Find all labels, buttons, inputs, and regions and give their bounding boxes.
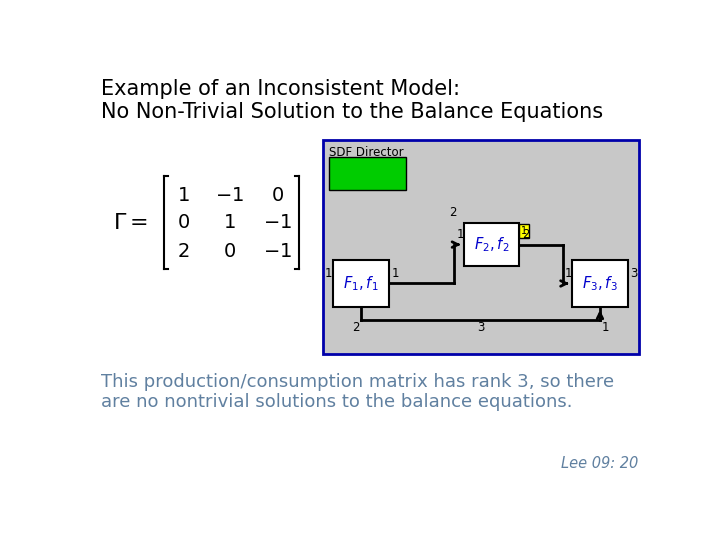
Bar xyxy=(323,140,639,354)
Text: $1$: $1$ xyxy=(176,186,189,205)
Text: $F_1, f_1$: $F_1, f_1$ xyxy=(343,274,379,293)
Text: $-1$: $-1$ xyxy=(263,241,292,261)
Text: $F_2, f_2$: $F_2, f_2$ xyxy=(474,235,509,254)
Text: No Non-Trivial Solution to the Balance Equations: No Non-Trivial Solution to the Balance E… xyxy=(101,102,603,122)
Text: Example of an Inconsistent Model:: Example of an Inconsistent Model: xyxy=(101,79,460,99)
Text: are no nontrivial solutions to the balance equations.: are no nontrivial solutions to the balan… xyxy=(101,393,572,411)
Text: $-1$: $-1$ xyxy=(263,213,292,232)
Text: $-1$: $-1$ xyxy=(215,186,244,205)
Bar xyxy=(518,224,529,238)
Text: $F_3, f_3$: $F_3, f_3$ xyxy=(582,274,618,293)
Text: 1: 1 xyxy=(325,267,333,280)
Text: 3: 3 xyxy=(630,267,637,280)
Bar xyxy=(464,224,519,266)
Text: 2: 2 xyxy=(449,206,456,219)
Text: 3: 3 xyxy=(477,321,485,334)
Bar xyxy=(572,260,628,307)
Text: $2$: $2$ xyxy=(177,241,189,261)
Text: 1: 1 xyxy=(392,267,399,280)
Text: 1: 1 xyxy=(521,226,527,236)
Text: Lee 09: 20: Lee 09: 20 xyxy=(562,456,639,471)
Text: $\Gamma =$: $\Gamma =$ xyxy=(113,213,148,233)
Text: $0$: $0$ xyxy=(223,241,236,261)
Text: $0$: $0$ xyxy=(176,213,189,232)
Bar xyxy=(329,157,406,190)
Text: SDF Director: SDF Director xyxy=(329,146,403,159)
Text: 1: 1 xyxy=(565,267,572,280)
Text: 1: 1 xyxy=(456,228,464,241)
Text: 2: 2 xyxy=(352,321,360,334)
Bar xyxy=(333,260,389,307)
Text: $0$: $0$ xyxy=(271,186,284,205)
Text: $1$: $1$ xyxy=(223,213,236,232)
Text: This production/consumption matrix has rank 3, so there: This production/consumption matrix has r… xyxy=(101,373,614,391)
Text: 2: 2 xyxy=(522,228,529,241)
Text: 1: 1 xyxy=(601,321,609,334)
